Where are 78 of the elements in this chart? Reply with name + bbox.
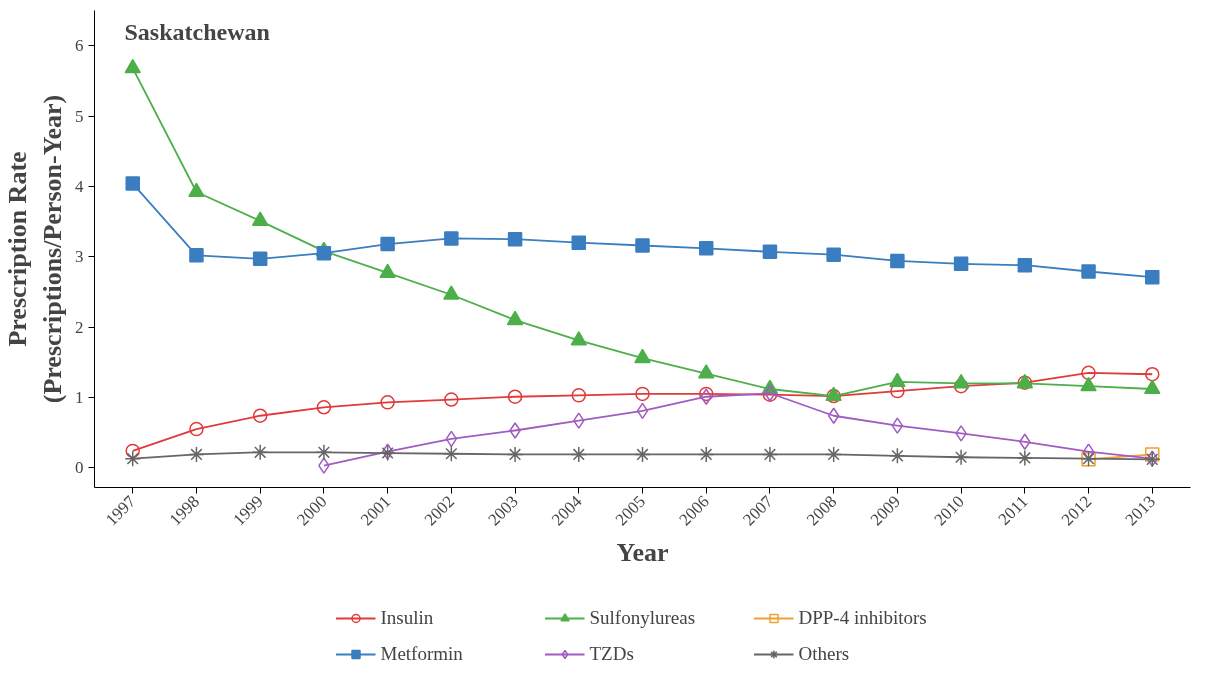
point [761, 446, 779, 463]
point [443, 285, 460, 300]
legend-label: Others [798, 643, 851, 665]
point [952, 449, 970, 466]
y-tick-label: 4 [75, 176, 84, 196]
point [1017, 257, 1033, 273]
point [636, 402, 649, 420]
legend-label: DPP-4 inhibitors [798, 607, 928, 629]
chart-title: Saskatchewan [124, 18, 270, 45]
point [1145, 447, 1160, 462]
point [444, 392, 459, 407]
y-tick-label: 0 [75, 458, 84, 478]
y-tick-label: 5 [75, 106, 84, 126]
point [827, 407, 840, 424]
point [635, 238, 650, 253]
y-tick-label: 3 [75, 247, 84, 267]
point [380, 236, 395, 252]
legend-label: Metformin [380, 643, 464, 665]
y-tick-label: 6 [75, 36, 84, 56]
point [697, 446, 715, 463]
point [507, 389, 523, 404]
point [189, 248, 204, 263]
legend-label: Insulin [380, 607, 435, 629]
point [252, 251, 268, 267]
point [315, 444, 333, 461]
point [509, 422, 521, 439]
legend-label: Sulfonylureas [589, 607, 697, 629]
point [252, 408, 268, 423]
point [1016, 449, 1034, 467]
point [570, 446, 588, 463]
point [826, 247, 841, 262]
point [445, 430, 458, 448]
y-tick-label: 2 [75, 317, 84, 337]
point [124, 450, 141, 467]
point [634, 446, 651, 463]
point [1144, 379, 1161, 395]
point [379, 263, 396, 278]
point [444, 231, 459, 246]
point [506, 310, 524, 326]
point [316, 400, 332, 415]
point [443, 445, 460, 462]
point [124, 58, 141, 74]
point [890, 253, 905, 269]
y-axis-title: Prescription Rate (Prescriptions/Person-Year) [3, 94, 67, 404]
point [573, 412, 585, 429]
point [571, 235, 587, 250]
point [634, 348, 651, 364]
point [380, 395, 395, 410]
point [570, 331, 588, 346]
point [251, 444, 269, 461]
legend-label: TZDs [589, 643, 635, 665]
point [953, 256, 969, 272]
point [189, 421, 204, 437]
point [125, 176, 140, 191]
y-tick-label: 1 [75, 387, 84, 407]
point [891, 417, 904, 434]
point [188, 446, 205, 463]
point [318, 457, 330, 474]
point [889, 372, 906, 388]
point [1080, 376, 1097, 392]
point [825, 446, 842, 463]
point [571, 388, 587, 403]
point [251, 211, 269, 226]
point [188, 182, 205, 198]
point [635, 386, 650, 402]
point [889, 447, 906, 465]
point [698, 241, 714, 256]
point [697, 364, 715, 379]
point [507, 231, 523, 247]
point [762, 244, 778, 260]
point [955, 425, 967, 442]
point [1145, 366, 1160, 382]
point [1145, 269, 1160, 285]
point [506, 446, 524, 463]
x-axis-title: Year [616, 538, 669, 568]
point [1081, 365, 1096, 381]
point [1081, 264, 1096, 279]
point [125, 443, 140, 459]
